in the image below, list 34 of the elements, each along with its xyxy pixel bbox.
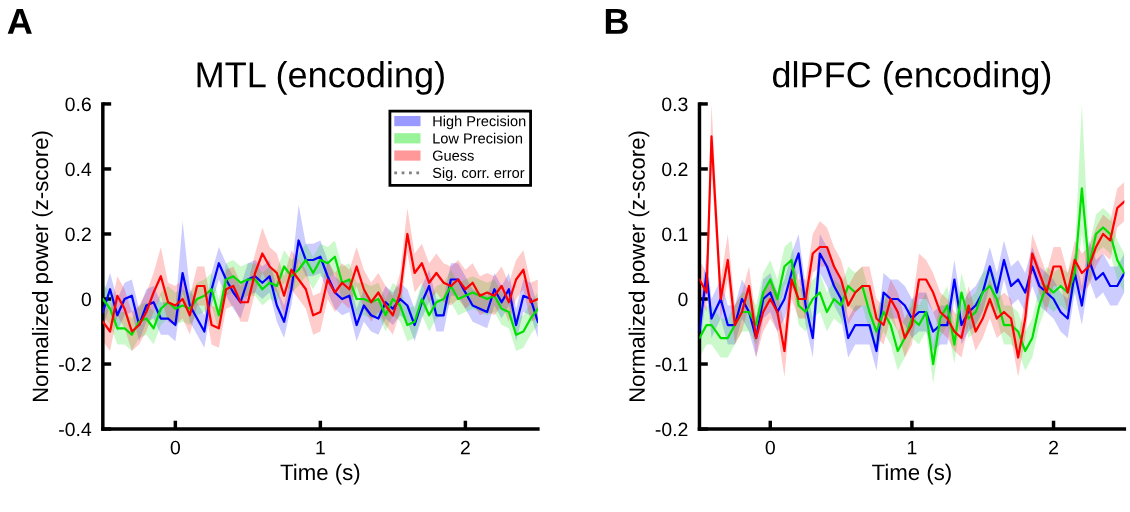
chart-title: dlPFC (encoding) [772,61,1051,95]
legend-label: Guess [432,150,474,161]
line-series [699,135,1125,359]
line-series [699,187,1125,366]
y-tick-label: 0.2 [65,227,91,242]
text: B [605,9,628,34]
x-axis-title: Time (s) [872,463,951,485]
legend-label: Sig. corr. error [432,167,525,181]
x-tick-label: 0 [170,440,180,455]
y-tick-label: -0.2 [655,422,688,437]
y-axis-title: Normalized power (z-score) [31,131,53,402]
y-tick-label: -0.4 [59,422,92,437]
legend-label: Low Precision [433,132,523,144]
y-tick-label: 0 [81,292,91,307]
x-axis-title: Time (s) [280,463,360,485]
text: A [7,9,32,34]
y-tick-label: 0.3 [662,97,688,112]
x-tick-label: 1 [316,440,325,455]
x-tick-label: 1 [907,440,917,455]
y-tick-label: -0.2 [59,357,91,372]
y-tick-label: 0 [678,292,688,307]
y-tick-label: 0.2 [662,162,688,177]
x-tick-label: 2 [1049,440,1058,455]
line-series [102,255,538,336]
legend-label: High Precision [433,115,526,130]
y-tick-label: 0.6 [65,97,91,112]
x-tick-label: 2 [460,440,470,455]
y-tick-label: -0.1 [655,357,688,372]
chart-title: MTL (encoding) [197,61,444,95]
y-tick-label: 0.4 [65,162,92,177]
y-tick-label: 0.1 [662,227,688,242]
y-axis-title: Normalized power (z-score) [628,131,650,402]
x-tick-label: 0 [765,440,775,455]
line-series [699,252,1125,353]
